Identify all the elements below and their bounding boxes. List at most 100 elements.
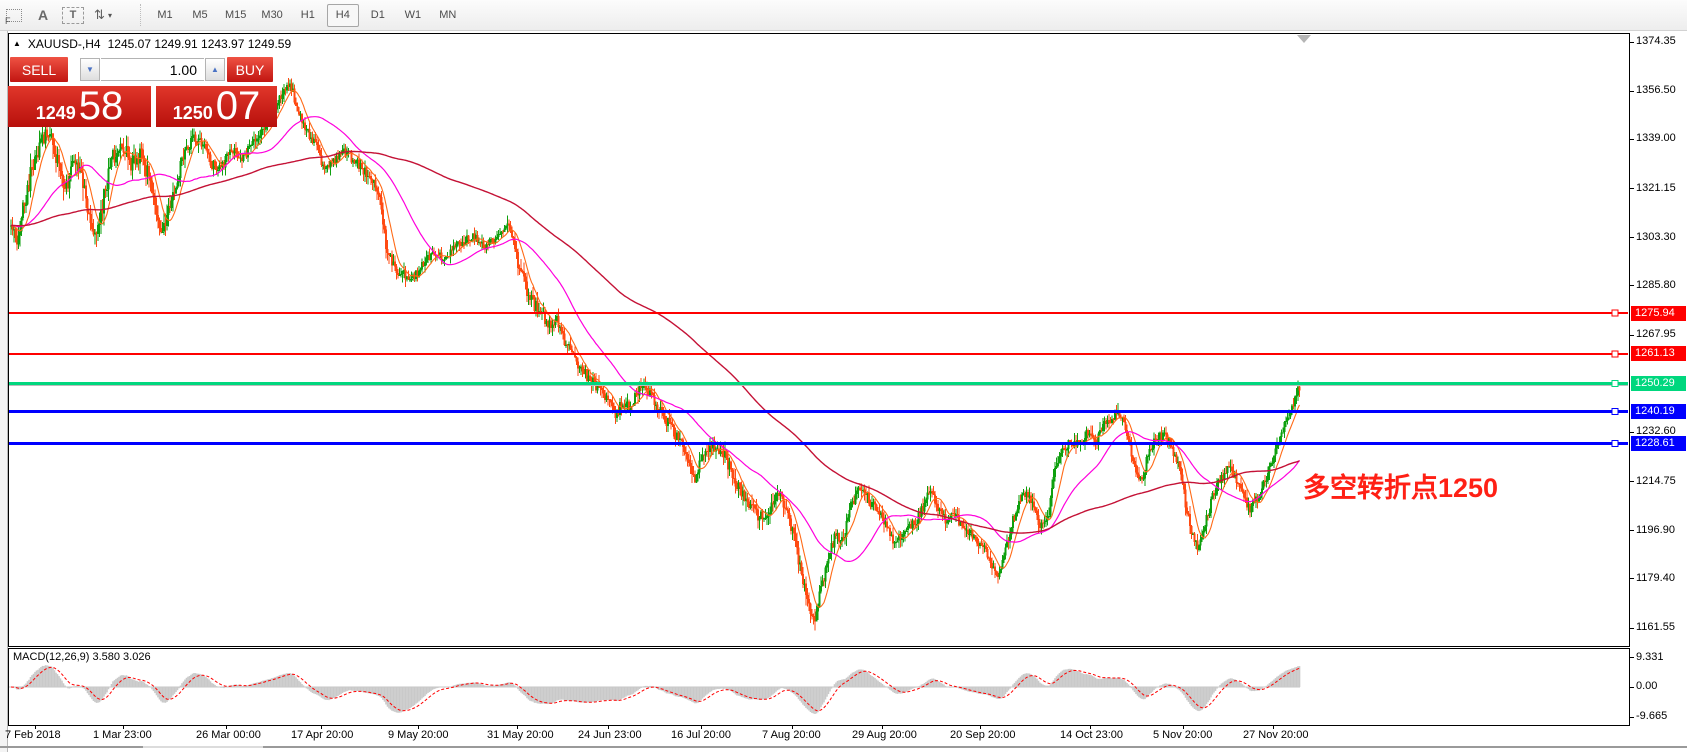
time-tick-dash bbox=[35, 725, 36, 729]
sell-price-big: 58 bbox=[78, 84, 124, 128]
time-tick-label: 7 Feb 2018 bbox=[5, 729, 61, 741]
volume-increase-button[interactable]: ▲ bbox=[205, 58, 225, 81]
price-tick-label: 1303.30 bbox=[1636, 230, 1676, 243]
time-tick-label: 5 Nov 20:00 bbox=[1153, 729, 1213, 741]
collapse-triangle-icon[interactable]: ▲ bbox=[13, 39, 21, 48]
buy-button[interactable]: BUY bbox=[227, 57, 273, 82]
up-arrow-icon: ▲ bbox=[211, 65, 219, 74]
price-tick-label: 1214.75 bbox=[1636, 474, 1676, 487]
time-tick-dash bbox=[980, 725, 981, 729]
timeframe-m1[interactable]: M1 bbox=[157, 8, 173, 21]
macd-tick-label: -9.665 bbox=[1636, 710, 1668, 723]
time-tick-dash bbox=[1090, 725, 1091, 729]
price-level-badge: 1240.19 bbox=[1631, 403, 1686, 419]
time-tick-dash bbox=[882, 725, 883, 729]
price-tick-label: 1267.95 bbox=[1636, 328, 1676, 341]
toolbar: F A T ⇅ ▾ M1 M5 M15 M30 H1 H4 D1 W1 MN bbox=[0, 0, 1687, 31]
time-tick-label: 16 Jul 20:00 bbox=[671, 729, 731, 741]
timeframe-toolbar: M1 M5 M15 M30 H1 H4 D1 W1 MN bbox=[149, 3, 467, 27]
sell-price-small: 1249 bbox=[35, 103, 76, 123]
timeframe-h4[interactable]: H4 bbox=[326, 3, 359, 27]
timeframe-mn[interactable]: MN bbox=[439, 8, 457, 21]
buy-price-small: 1250 bbox=[172, 103, 213, 123]
time-tick-dash bbox=[418, 725, 419, 729]
sell-button[interactable]: SELL bbox=[10, 57, 68, 82]
time-tick-label: 24 Jun 23:00 bbox=[578, 729, 642, 741]
price-tick-dash bbox=[1630, 188, 1634, 190]
volume-decrease-button[interactable]: ▼ bbox=[80, 58, 100, 81]
macd-tick-label: 0.00 bbox=[1636, 680, 1658, 692]
toolbar-separator bbox=[140, 4, 141, 26]
chart-shift-marker[interactable] bbox=[1297, 35, 1311, 43]
line-studies-toolbar: F A T ⇅ ▾ bbox=[4, 0, 113, 30]
timeframe-w1[interactable]: W1 bbox=[404, 8, 422, 21]
time-tick-label: 26 Mar 00:00 bbox=[196, 729, 261, 741]
timeframe-h1[interactable]: H1 bbox=[300, 8, 315, 21]
bottom-scrollbar-gap bbox=[143, 746, 263, 748]
macd-tick-dash bbox=[1630, 657, 1634, 659]
price-tick-dash bbox=[1630, 41, 1634, 43]
time-tick-dash bbox=[226, 725, 227, 729]
time-tick-label: 1 Mar 23:00 bbox=[93, 729, 152, 741]
price-tick-dash bbox=[1630, 530, 1634, 532]
macd-tick-dash bbox=[1630, 716, 1634, 718]
price-level-badge: 1228.61 bbox=[1631, 435, 1686, 451]
price-tick-dash bbox=[1630, 481, 1634, 483]
symbol-period-label: XAUUSD-,H4 bbox=[27, 37, 101, 51]
draw-text-icon[interactable]: A bbox=[37, 7, 49, 23]
macd-panel[interactable] bbox=[8, 648, 1630, 726]
sell-price-display[interactable]: 1249 58 bbox=[8, 86, 151, 127]
timeframe-m30[interactable]: M30 bbox=[261, 8, 283, 21]
price-tick-label: 1232.60 bbox=[1636, 425, 1676, 438]
price-tick-dash bbox=[1630, 578, 1634, 580]
price-level-badge: 1250.29 bbox=[1631, 376, 1686, 392]
price-tick-dash bbox=[1630, 627, 1634, 629]
timeframe-m5[interactable]: M5 bbox=[192, 8, 208, 21]
macd-chart bbox=[9, 665, 1301, 714]
arrows-objects-icon[interactable]: ⇅ ▾ bbox=[93, 5, 113, 25]
price-tick-label: 1161.55 bbox=[1636, 621, 1675, 634]
buy-price-big: 07 bbox=[215, 84, 261, 128]
time-tick-dash bbox=[517, 725, 518, 729]
price-tick-dash bbox=[1630, 334, 1634, 336]
price-level-badge: 1275.94 bbox=[1631, 305, 1686, 321]
price-axis: 1374.35 1356.50 1339.00 1321.15 1303.30 1285.… bbox=[1630, 30, 1687, 752]
volume-input[interactable] bbox=[101, 58, 204, 81]
chart-title: ▲ XAUUSD-,H4 1245.07 1249.91 1243.97 124… bbox=[13, 37, 291, 51]
macd-indicator-label: MACD(12,26,9) 3.580 3.026 bbox=[13, 651, 151, 663]
fibonacci-icon[interactable]: F bbox=[4, 5, 24, 26]
text-label-icon[interactable]: T bbox=[62, 6, 84, 24]
price-tick-label: 1196.90 bbox=[1636, 523, 1675, 536]
time-tick-dash bbox=[608, 725, 609, 729]
price-tick-label: 1356.50 bbox=[1636, 84, 1676, 97]
time-tick-dash bbox=[123, 725, 124, 729]
timeframe-m15[interactable]: M15 bbox=[225, 8, 247, 21]
time-tick-dash bbox=[701, 725, 702, 729]
price-tick-dash bbox=[1630, 138, 1634, 140]
time-tick-label: 9 May 20:00 bbox=[388, 729, 449, 741]
macd-tick-label: 9.331 bbox=[1636, 650, 1664, 663]
timeframe-d1[interactable]: D1 bbox=[370, 8, 385, 21]
time-tick-label: 20 Sep 20:00 bbox=[950, 729, 1016, 741]
fibonacci-f-glyph: F bbox=[5, 16, 11, 26]
dropdown-caret-icon[interactable]: ▾ bbox=[107, 10, 112, 20]
fibonacci-grid-glyph bbox=[6, 8, 22, 22]
time-tick-label: 7 Aug 20:00 bbox=[762, 729, 821, 741]
price-tick-dash bbox=[1630, 431, 1634, 433]
macd-tick-dash bbox=[1630, 686, 1634, 688]
time-tick-dash bbox=[1183, 725, 1184, 729]
price-tick-label: 1179.40 bbox=[1636, 571, 1675, 584]
down-arrow-icon: ▼ bbox=[86, 65, 94, 74]
time-tick-dash bbox=[1273, 725, 1274, 729]
buy-price-display[interactable]: 1250 07 bbox=[156, 86, 277, 127]
price-tick-label: 1285.80 bbox=[1636, 278, 1676, 291]
price-tick-dash bbox=[1630, 285, 1634, 287]
ohlc-values: 1245.07 1249.91 1243.97 1249.59 bbox=[107, 37, 292, 51]
arrows-glyph: ⇅ bbox=[94, 7, 105, 22]
window-left-edge bbox=[0, 30, 8, 752]
time-axis: 7 Feb 2018 1 Mar 23:00 26 Mar 00:00 17 Apr … bbox=[0, 30, 1687, 752]
bottom-scrollbar[interactable] bbox=[0, 746, 1687, 748]
price-annotation[interactable]: 多空转折点1250 bbox=[1303, 473, 1499, 503]
time-tick-label: 27 Nov 20:00 bbox=[1243, 729, 1309, 741]
